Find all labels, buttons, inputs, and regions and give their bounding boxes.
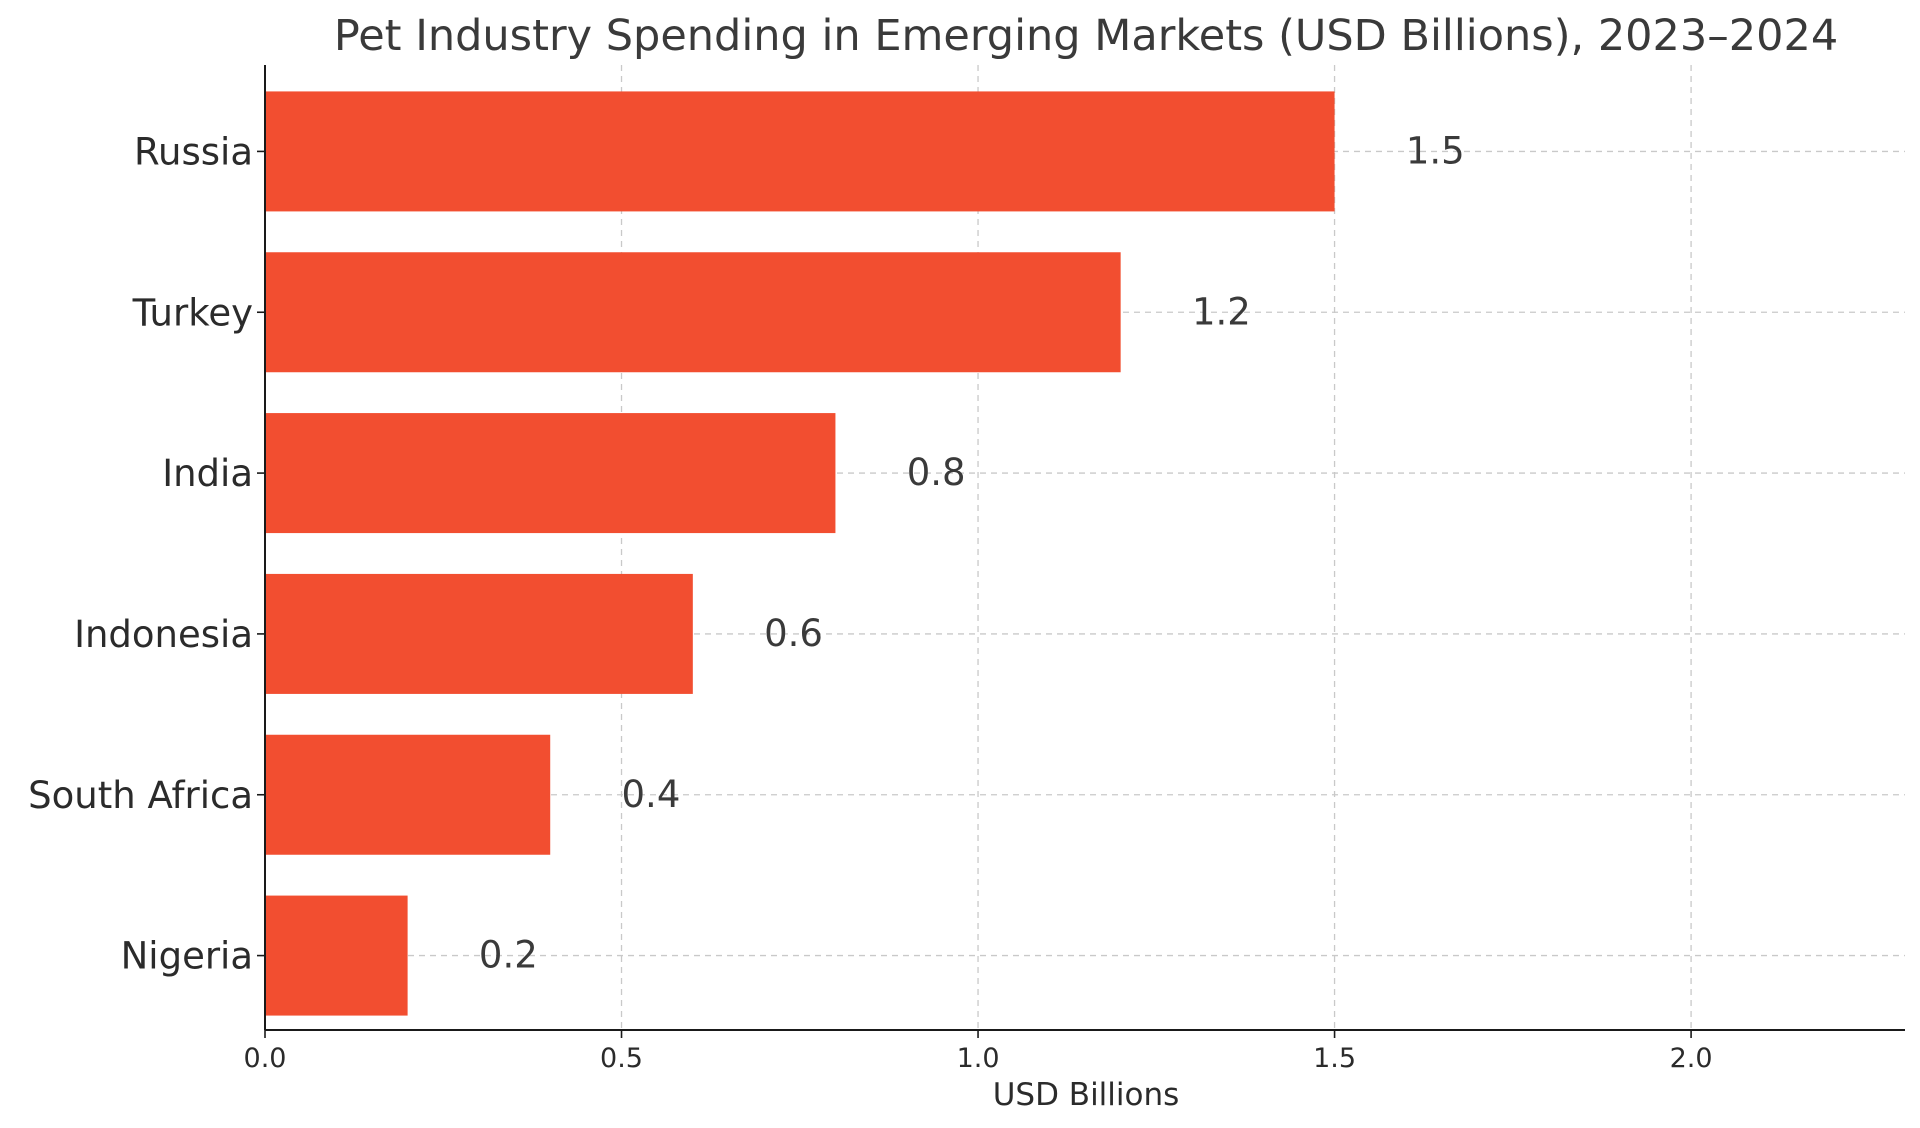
y-tick-label: Turkey bbox=[132, 291, 253, 334]
bar-value-label: 0.8 bbox=[907, 451, 966, 494]
y-tick-label: Russia bbox=[134, 130, 253, 173]
x-tick-label: 0.5 bbox=[600, 1043, 643, 1074]
text-layer: Pet Industry Spending in Emerging Market… bbox=[28, 11, 1838, 1113]
bar-value-label: 1.2 bbox=[1192, 290, 1251, 333]
x-tick-label: 1.5 bbox=[1313, 1043, 1356, 1074]
bar-indonesia bbox=[265, 573, 693, 694]
bar-turkey bbox=[265, 252, 1121, 373]
bar-south-africa bbox=[265, 734, 551, 855]
x-tick-label: 0.0 bbox=[244, 1043, 287, 1074]
bar-value-label: 0.4 bbox=[622, 773, 681, 816]
bar-value-label: 1.5 bbox=[1406, 129, 1465, 172]
bar-nigeria bbox=[265, 895, 408, 1016]
bar-layer bbox=[265, 91, 1335, 1016]
bar-value-label: 0.6 bbox=[764, 612, 823, 655]
bar-russia bbox=[265, 91, 1335, 212]
chart-title: Pet Industry Spending in Emerging Market… bbox=[334, 11, 1838, 61]
y-tick-label: Indonesia bbox=[74, 613, 253, 656]
y-tick-label: Nigeria bbox=[121, 935, 253, 978]
x-axis-label: USD Billions bbox=[993, 1077, 1180, 1113]
axis-layer bbox=[257, 65, 1905, 1038]
x-tick-label: 2.0 bbox=[1670, 1043, 1713, 1074]
y-tick-label: South Africa bbox=[28, 774, 253, 817]
y-tick-label: India bbox=[162, 452, 253, 495]
x-tick-label: 1.0 bbox=[957, 1043, 1000, 1074]
bar-india bbox=[265, 413, 836, 534]
bar-value-label: 0.2 bbox=[479, 934, 538, 977]
